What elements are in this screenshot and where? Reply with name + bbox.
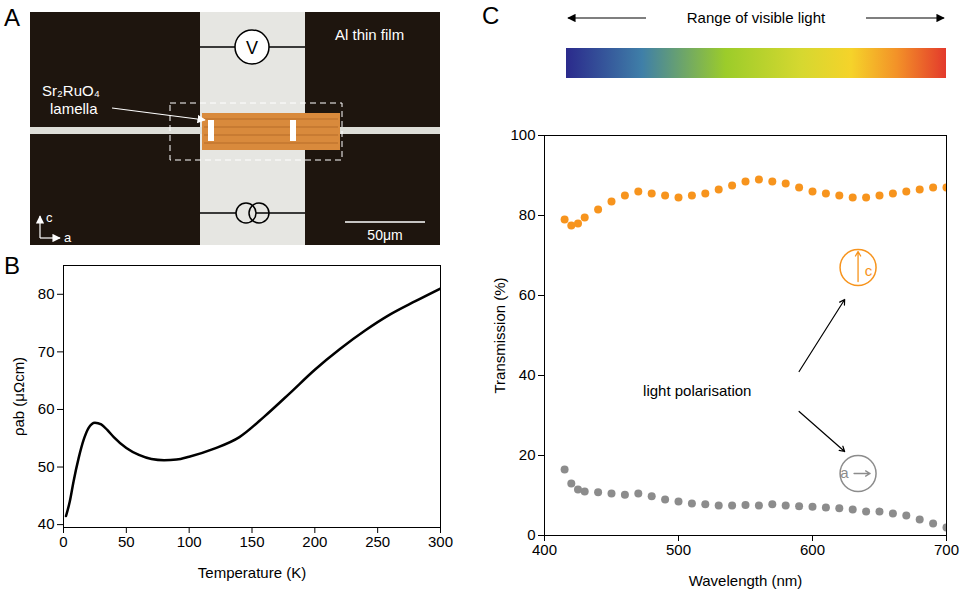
svg-text:250: 250 [365,533,390,550]
svg-text:60: 60 [519,286,536,303]
html-text:B: B [4,252,20,279]
svg-text:Temperature (K): Temperature (K) [198,564,306,581]
svg-text:50μm: 50μm [367,227,402,243]
svg-text:a: a [840,464,849,481]
svg-text:0: 0 [59,533,67,550]
svg-text:150: 150 [239,533,264,550]
svg-text:Al thin film: Al thin film [335,26,404,43]
svg-text:Transmission (%): Transmission (%) [491,277,508,393]
svg-text:80: 80 [519,206,536,223]
svg-text:light polarisation: light polarisation [643,382,751,399]
svg-text:V: V [246,38,258,58]
svg-text:400: 400 [532,541,557,558]
svg-text:100: 100 [177,533,202,550]
svg-text:500: 500 [666,541,691,558]
svg-text:70: 70 [38,343,55,360]
svg-text:lamella: lamella [50,100,98,117]
svg-text:c: c [865,262,873,279]
svg-text:0: 0 [527,526,536,544]
html-text:C: C [482,2,500,29]
svg-text:60: 60 [38,400,55,417]
svg-text:100: 100 [510,126,535,143]
svg-text:300: 300 [428,533,453,550]
svg-text:A: A [4,4,20,31]
svg-text:Wavelength (nm): Wavelength (nm) [689,572,803,589]
svg-text:ρab (μΩcm): ρab (μΩcm) [10,357,27,436]
svg-text:200: 200 [302,533,327,550]
svg-text:600: 600 [800,541,825,558]
svg-text:50: 50 [118,533,135,550]
svg-text:40: 40 [38,515,55,532]
svg-text:Range of visible light: Range of visible light [687,9,826,26]
svg-text:80: 80 [38,285,55,302]
svg-text:40: 40 [519,366,536,383]
svg-text:700: 700 [934,541,959,558]
svg-text:20: 20 [519,446,536,463]
svg-text:50: 50 [38,458,55,475]
svg-text:c: c [46,210,53,225]
svg-text:Sr₂RuO₄: Sr₂RuO₄ [42,82,100,99]
svg-text:a: a [64,230,72,245]
